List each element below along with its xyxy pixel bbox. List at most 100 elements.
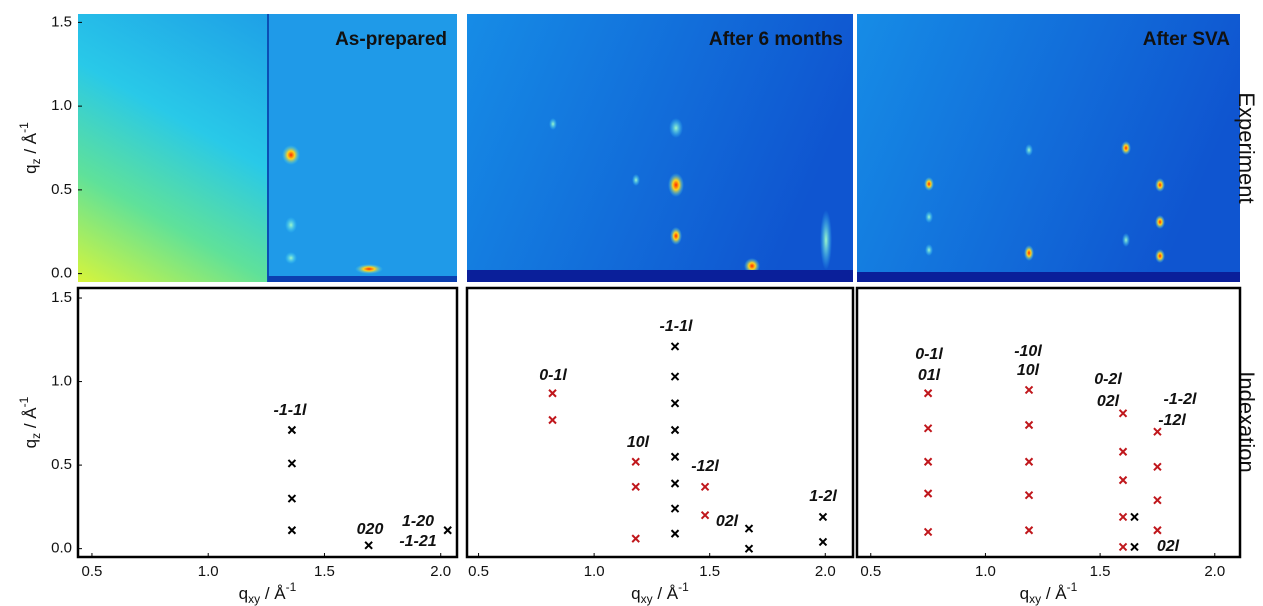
marker — [364, 541, 373, 550]
annotation: -1-1l — [660, 318, 693, 335]
x-tick-label: 2.0 — [1204, 563, 1225, 580]
panel-frame — [465, 286, 855, 559]
marker — [1130, 542, 1139, 552]
panel-frame — [76, 286, 459, 559]
marker — [548, 389, 557, 398]
annotation: 02l — [1157, 538, 1180, 555]
marker — [1153, 495, 1162, 505]
y-tick-label: 0.0 — [51, 265, 72, 282]
panel-title: After 6 months — [709, 29, 843, 50]
heatmap-after-sva — [857, 14, 1240, 282]
marker — [1024, 385, 1034, 395]
axis-label: qxy / Å-1 — [631, 580, 689, 606]
x-tick-label: 1.0 — [584, 563, 605, 580]
axis-label-part: -1 — [17, 396, 31, 407]
annotation: 01l — [918, 367, 941, 384]
y-tick-label: 0.5 — [51, 456, 72, 473]
x-tick-label: 1.0 — [975, 563, 996, 580]
x-tick-label: 1.0 — [198, 563, 219, 580]
axis-label-part: q — [21, 439, 40, 448]
marker — [670, 529, 680, 538]
x-tick-label: 1.5 — [1090, 563, 1111, 580]
panel-frame — [855, 286, 1242, 559]
panel-title: After SVA — [1143, 29, 1231, 50]
axis-label-part: xy — [641, 592, 653, 606]
marker — [670, 425, 680, 435]
marker — [631, 482, 640, 492]
marker — [1024, 457, 1034, 466]
marker — [1130, 512, 1139, 522]
axis-label-part: / Å — [260, 584, 286, 603]
marker — [1118, 542, 1128, 552]
marker — [1153, 427, 1162, 436]
marker — [923, 424, 933, 433]
marker — [923, 489, 933, 498]
axis-label: qxy / Å-1 — [1020, 580, 1078, 606]
y-tick-label: 1.5 — [51, 13, 72, 30]
marker — [670, 372, 680, 381]
axis-label-part: -1 — [286, 580, 297, 594]
marker — [670, 504, 680, 513]
x-tick-label: 1.5 — [314, 563, 335, 580]
marker — [923, 527, 933, 537]
axis-label: qz / Å-1 — [17, 396, 43, 448]
axis-label-part: z — [29, 433, 43, 439]
x-tick-label: 0.5 — [860, 563, 881, 580]
marker — [744, 524, 754, 533]
x-tick-label: 2.0 — [430, 563, 451, 580]
axis-label-part: q — [631, 584, 640, 603]
annotation: 02l — [1097, 393, 1120, 410]
y-tick-label: 0.0 — [51, 540, 72, 557]
annotation: -12l — [691, 458, 719, 475]
axis-label: qz / Å-1 — [17, 122, 43, 174]
x-tick-label: 1.5 — [699, 563, 720, 580]
marker — [1118, 475, 1128, 485]
marker — [1118, 512, 1128, 522]
marker — [923, 389, 933, 398]
annotation: -1-2l — [1164, 391, 1197, 408]
annotation: 1-20 — [402, 513, 434, 530]
marker — [287, 494, 297, 503]
axis-label-part: xy — [1029, 592, 1041, 606]
heatmap-after-6-months — [467, 14, 853, 282]
marker — [670, 479, 680, 488]
x-tick-label: 0.5 — [82, 563, 103, 580]
marker — [443, 526, 452, 535]
y-tick-label: 1.0 — [51, 373, 72, 390]
y-tick-label: 0.5 — [51, 181, 72, 198]
marker — [700, 482, 710, 492]
marker — [631, 457, 640, 466]
annotation: 02l — [716, 513, 739, 530]
axis-label-part: z — [29, 158, 43, 164]
marker — [1024, 420, 1034, 430]
y-tick-label: 1.5 — [51, 289, 72, 306]
axis-label-part: -1 — [678, 580, 689, 594]
axis-label-part: q — [1020, 584, 1029, 603]
axis-label-part: q — [239, 584, 248, 603]
marker — [818, 537, 828, 547]
marker — [1118, 409, 1128, 418]
marker — [670, 452, 680, 461]
annotation: -1-1l — [274, 402, 307, 419]
marker — [1118, 447, 1128, 456]
x-tick-label: 0.5 — [468, 563, 489, 580]
row-label: Experiment — [1234, 92, 1259, 203]
axis-label: qxy / Å-1 — [239, 580, 297, 606]
axis-label-part: / Å — [1041, 584, 1067, 603]
panel-title: As-prepared — [335, 29, 447, 50]
marker — [287, 425, 297, 435]
marker — [631, 534, 640, 543]
y-tick-label: 1.0 — [51, 97, 72, 114]
annotation: 0-2l — [1094, 371, 1122, 388]
marker — [700, 511, 710, 520]
axis-label-part: xy — [248, 592, 260, 606]
annotation: -12l — [1158, 412, 1186, 429]
row-label: Indexation — [1234, 371, 1259, 473]
marker — [287, 459, 297, 468]
annotation: -1-21 — [399, 533, 436, 550]
marker — [670, 342, 680, 351]
x-tick-label: 2.0 — [815, 563, 836, 580]
annotation: 1-2l — [809, 488, 837, 505]
axis-label-part: / Å — [21, 132, 40, 158]
marker — [923, 457, 933, 466]
